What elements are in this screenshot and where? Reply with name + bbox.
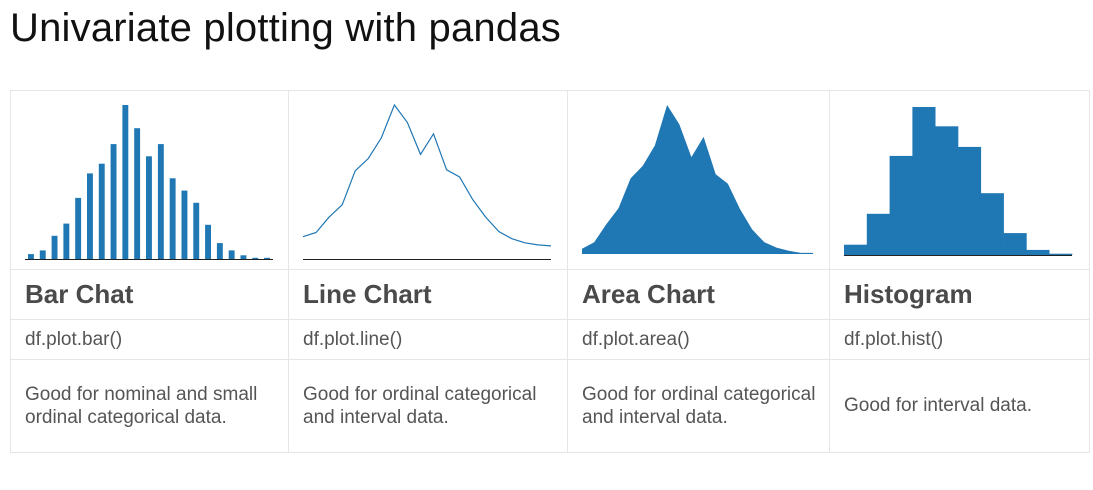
histogram-bin [889, 155, 913, 255]
histogram-bin [935, 126, 959, 255]
chart-description: Good for ordinal categorical and interva… [288, 359, 568, 453]
chart-name: Line Chart [288, 269, 568, 320]
bar-chart-cell [10, 90, 289, 270]
bar [216, 243, 223, 259]
page-title: Univariate plotting with pandas [10, 6, 561, 50]
chart-name: Area Chart [567, 269, 830, 320]
histogram-thumbnail [844, 107, 1073, 256]
bar [51, 235, 58, 259]
thumbnail-row [10, 90, 1090, 270]
bar [228, 250, 235, 259]
code-row: df.plot.bar() df.plot.line() df.plot.are… [10, 319, 1090, 360]
histogram-bin [958, 146, 982, 255]
histogram-bin [980, 193, 1004, 255]
bar [134, 128, 141, 259]
area-chart-thumbnail [582, 105, 813, 254]
bar [87, 173, 93, 259]
plot-types-table: Bar Chat Line Chart Area Chart Histogram… [10, 90, 1090, 453]
chart-name: Bar Chat [10, 269, 289, 320]
area-chart-cell [567, 90, 830, 270]
bar [252, 257, 259, 259]
bar [110, 144, 117, 259]
chart-code: df.plot.area() [567, 319, 830, 360]
bar [264, 257, 270, 259]
histogram-bin [866, 213, 890, 255]
bar [146, 156, 152, 259]
chart-description: Good for interval data. [829, 359, 1090, 453]
bar [205, 224, 211, 259]
bar [157, 144, 164, 259]
histogram-bin [912, 107, 936, 255]
chart-name-row: Bar Chat Line Chart Area Chart Histogram [10, 269, 1090, 320]
chart-description: Good for nominal and small ordinal categ… [10, 359, 289, 453]
bar [63, 223, 70, 259]
description-row: Good for nominal and small ordinal categ… [10, 359, 1090, 453]
bar-chart-thumbnail [25, 105, 273, 260]
line-chart-cell [288, 90, 568, 270]
bar [122, 105, 129, 259]
chart-name: Histogram [829, 269, 1090, 320]
bar [240, 255, 247, 259]
line-chart-thumbnail [302, 103, 552, 260]
bar [75, 197, 82, 259]
bar [193, 202, 200, 259]
histogram-bin [1049, 253, 1073, 255]
chart-description: Good for ordinal categorical and interva… [567, 359, 830, 453]
chart-code: df.plot.line() [288, 319, 568, 360]
bar [181, 190, 188, 259]
bar [98, 163, 105, 259]
histogram-bin [844, 244, 868, 255]
area-fill [582, 105, 813, 254]
bar [169, 178, 176, 259]
histogram-bin [1026, 249, 1050, 255]
series-line [302, 103, 552, 247]
chart-code: df.plot.hist() [829, 319, 1090, 360]
bar [39, 250, 46, 259]
bar [28, 254, 34, 259]
histogram-cell [829, 90, 1090, 270]
chart-code: df.plot.bar() [10, 319, 289, 360]
histogram-bin [1003, 233, 1027, 255]
